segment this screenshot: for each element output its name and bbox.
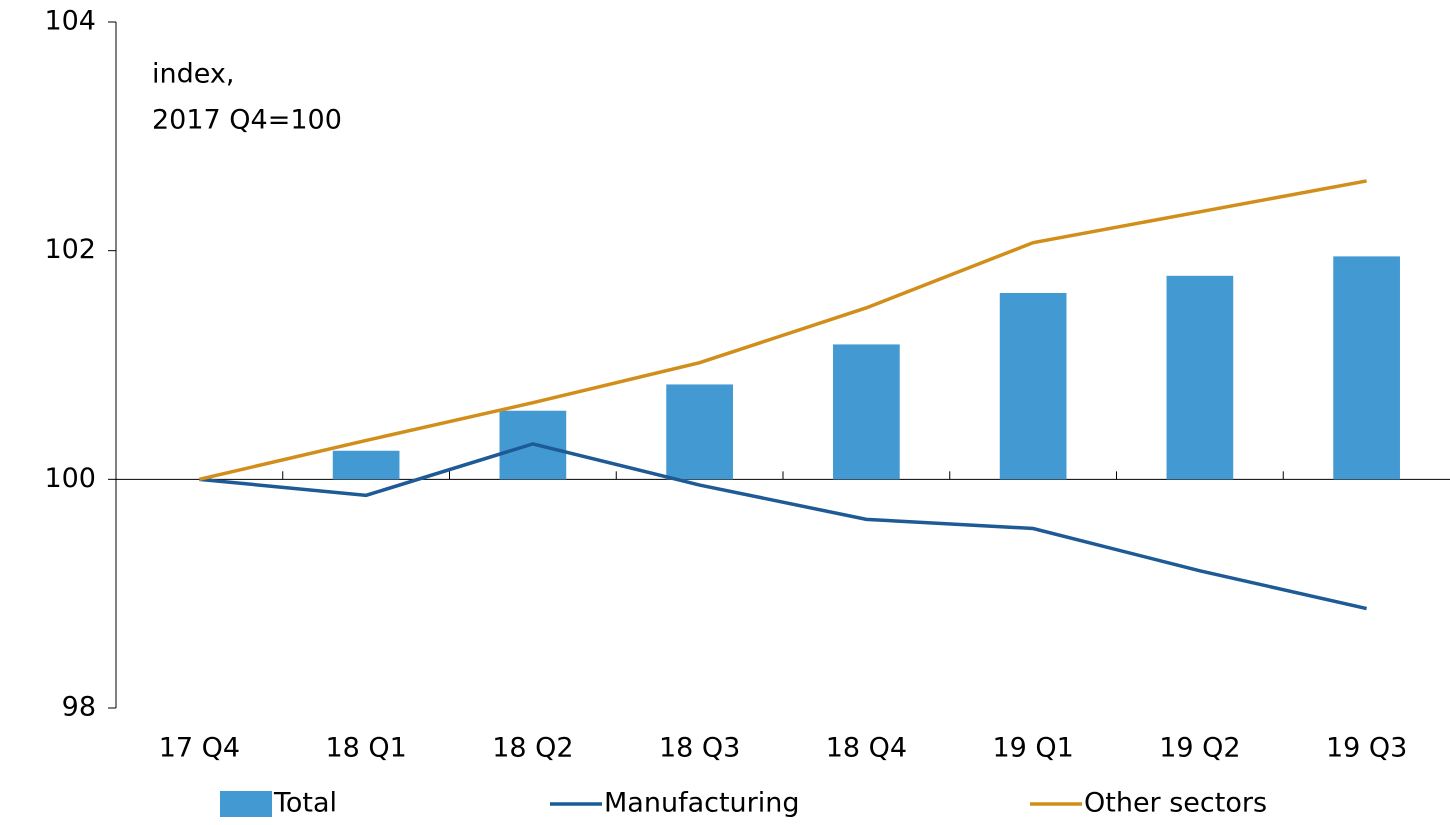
x-tick-label: 19 Q1	[992, 733, 1073, 764]
y-tick-label: 100	[44, 463, 96, 494]
x-tick-label: 18 Q4	[826, 733, 907, 764]
legend-label: Manufacturing	[604, 788, 800, 819]
bar	[1166, 275, 1234, 480]
x-tick-label: 18 Q2	[492, 733, 573, 764]
annotation: 2017 Q4=100	[152, 105, 342, 136]
legend-swatch	[220, 791, 272, 817]
x-tick-label: 17 Q4	[159, 733, 240, 764]
legend-label: Other sectors	[1084, 788, 1267, 819]
bar	[999, 292, 1067, 480]
x-tick-label: 19 Q2	[1159, 733, 1240, 764]
x-tick-label: 18 Q3	[659, 733, 740, 764]
bar	[332, 450, 400, 480]
annotation: index,	[152, 59, 234, 90]
x-tick-label: 18 Q1	[325, 733, 406, 764]
bar	[1333, 256, 1400, 480]
x-tick-label: 19 Q3	[1326, 733, 1407, 764]
line	[199, 442, 1368, 611]
y-tick-label: 98	[62, 692, 96, 723]
y-tick-label: 104	[44, 6, 96, 37]
bar	[833, 344, 900, 480]
bar	[666, 384, 733, 480]
y-tick-label: 102	[44, 234, 96, 265]
line	[198, 179, 1367, 482]
legend-label: Total	[273, 788, 337, 819]
